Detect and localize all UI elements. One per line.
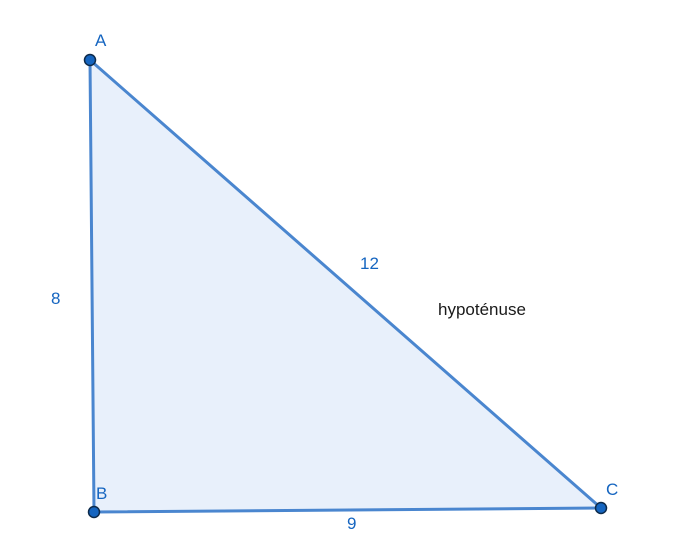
side-length-ab: 8: [51, 289, 60, 308]
side-length-ac: 12: [360, 254, 379, 273]
side-ab[interactable]: [88, 58, 96, 514]
vertex-label-b: B: [96, 484, 107, 503]
side-bc[interactable]: [92, 506, 603, 514]
side-ac-hypotenuse[interactable]: [88, 58, 603, 510]
side-length-bc: 9: [347, 514, 356, 533]
vertex-label-a: A: [95, 31, 107, 50]
vertex-label-c: C: [606, 480, 618, 499]
point-a[interactable]: [83, 53, 97, 67]
point-b[interactable]: [87, 505, 101, 519]
point-c[interactable]: [594, 501, 608, 515]
hypotenuse-label: hypoténuse: [438, 300, 526, 319]
